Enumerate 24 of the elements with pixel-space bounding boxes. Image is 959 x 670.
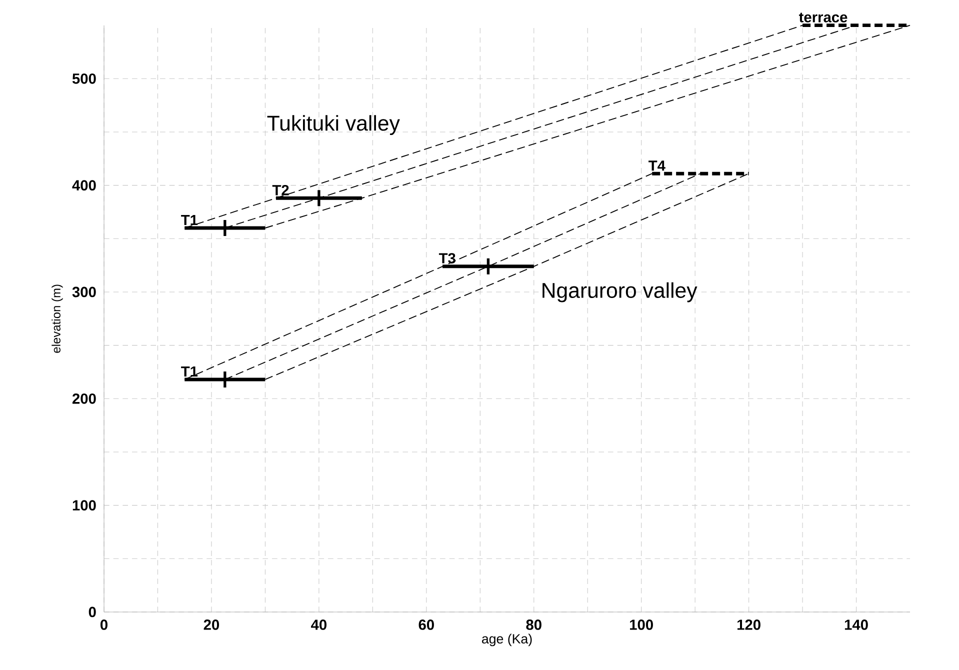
y-tick-label: 100 xyxy=(72,500,96,511)
annotation: T4 xyxy=(648,160,666,171)
y-axis-title: elevation (m) xyxy=(52,284,63,353)
annotation: terrace xyxy=(798,12,848,22)
x-tick-label: 140 xyxy=(844,620,868,630)
x-tick-label: 100 xyxy=(630,620,653,630)
annotation: T2 xyxy=(272,184,289,196)
annotation: T3 xyxy=(438,253,456,264)
y-tick-label: 500 xyxy=(72,73,96,84)
x-tick-label: 40 xyxy=(311,620,326,630)
x-tick-label: 20 xyxy=(204,620,220,630)
y-tick-label: 400 xyxy=(72,180,96,191)
y-tick-label: 300 xyxy=(72,286,96,298)
annotation: Tukituki valley xyxy=(267,115,400,136)
y-tick-label: 200 xyxy=(72,393,96,404)
x-tick-label: 80 xyxy=(526,620,542,630)
x-tick-label: 60 xyxy=(418,620,434,630)
annotation: T1 xyxy=(181,366,198,377)
x-axis-title: age (Ka) xyxy=(482,634,532,646)
x-tick-label: 120 xyxy=(737,620,760,630)
annotation: T1 xyxy=(181,214,198,226)
y-tick-label: 0 xyxy=(88,606,96,618)
x-tick-label: 0 xyxy=(100,620,108,630)
annotation: Ngaruroro valley xyxy=(542,282,698,302)
